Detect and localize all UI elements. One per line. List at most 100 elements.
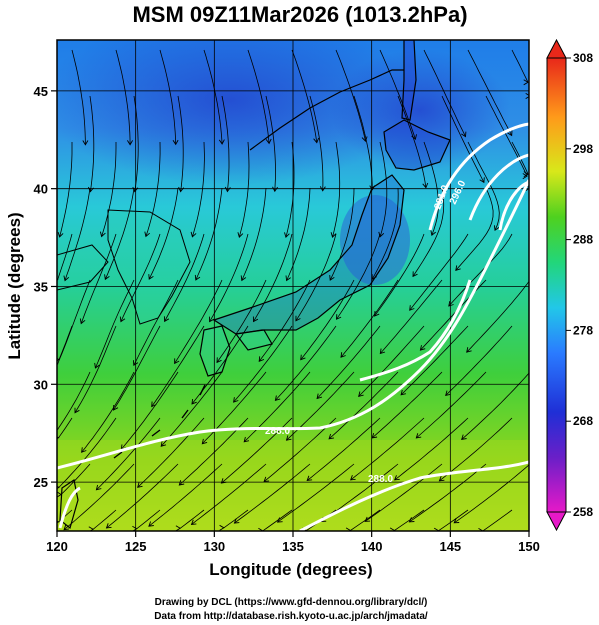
streamline <box>453 464 529 524</box>
streamline-arrowhead <box>252 316 259 323</box>
streamline <box>64 187 91 281</box>
streamline-arrowhead <box>300 354 306 361</box>
streamline <box>394 509 425 531</box>
streamline-arrowhead <box>507 130 513 137</box>
streamline <box>416 371 487 439</box>
streamline-arrowhead <box>371 432 378 439</box>
streamline <box>241 187 267 281</box>
streamline <box>159 49 177 145</box>
y-tick-label: 40 <box>34 182 48 197</box>
streamline-arrowhead <box>237 232 244 238</box>
streamline <box>358 325 425 397</box>
streamline-arrowhead <box>479 177 485 184</box>
streamline-arrowhead <box>172 139 179 146</box>
streamline-arrowhead <box>174 358 180 365</box>
y-tick-label: 45 <box>34 84 48 99</box>
streamline <box>423 141 439 236</box>
streamline <box>329 187 355 281</box>
streamline <box>92 509 117 530</box>
streamline-arrowhead <box>95 484 102 491</box>
streamline-arrowhead <box>113 404 119 411</box>
streamline <box>202 371 267 444</box>
streamline <box>423 49 466 137</box>
streamline <box>461 372 529 440</box>
streamline <box>120 371 179 450</box>
streamline-arrowhead <box>453 518 460 524</box>
x-tick-label: 130 <box>203 539 225 554</box>
contour-label: 288.0 <box>368 474 393 485</box>
x-tick-label: 125 <box>125 539 147 554</box>
streamline <box>374 233 425 317</box>
map-title: MSM 09Z11Mar2026 (1013.2hPa) <box>132 2 467 27</box>
colorbar-tick-label: 308 <box>573 51 593 65</box>
streamline-arrowhead <box>374 310 380 317</box>
streamline-arrowhead <box>119 316 126 323</box>
y-tick-label: 25 <box>34 475 48 490</box>
streamline-arrowhead <box>175 525 182 531</box>
streamline-arrowhead <box>438 475 445 482</box>
streamline <box>258 279 311 362</box>
sakhalin-island <box>401 40 417 121</box>
streamline-arrowhead <box>461 131 467 138</box>
streamline-arrowhead <box>316 393 323 400</box>
streamline <box>379 49 416 140</box>
streamline-arrowhead <box>144 231 150 238</box>
streamline <box>328 371 399 440</box>
streamline <box>379 279 443 354</box>
streamline <box>253 233 293 322</box>
streamline-arrowhead <box>371 274 377 280</box>
streamline-arrowhead <box>285 275 291 282</box>
streamline <box>234 463 311 524</box>
streamline <box>233 325 293 403</box>
streamline <box>316 325 381 399</box>
streamline <box>113 325 161 411</box>
streamline <box>120 233 161 322</box>
streamline-arrowhead <box>57 520 60 524</box>
streamline-arrowhead <box>63 275 70 282</box>
streamline <box>409 233 469 311</box>
x-tick-label: 145 <box>439 539 461 554</box>
streamline-arrowhead <box>151 401 157 408</box>
streamline <box>439 417 513 482</box>
x-axis-ticks: 120 125 130 135 140 145 150 <box>46 531 540 554</box>
streamline-arrowhead <box>350 475 356 481</box>
streamline <box>57 371 91 430</box>
streamline <box>306 417 381 481</box>
colorbar-tick-label: 298 <box>573 142 593 156</box>
streamline <box>409 463 487 523</box>
honshu-island <box>212 174 405 335</box>
streamline-arrowhead <box>319 186 326 192</box>
y-axis-label: Latitude (degrees) <box>5 212 24 359</box>
credit-data: Data from http://database.rish.kyoto-u.a… <box>154 611 428 622</box>
streamline-arrowhead <box>219 524 225 531</box>
streamline-arrowhead <box>218 139 225 145</box>
streamline <box>335 49 366 142</box>
streamline-arrowhead <box>379 348 386 355</box>
credit-drawing: Drawing by DCL (https://www.gfd-dennou.o… <box>155 597 428 608</box>
streamline <box>148 187 179 280</box>
y-tick-label: 35 <box>34 279 48 294</box>
colorbar-upper-arrow <box>546 38 567 59</box>
streamline-arrowhead <box>160 441 167 447</box>
streamline <box>58 325 73 360</box>
streamline <box>364 463 443 522</box>
streamline <box>195 187 223 281</box>
streamline <box>309 95 324 191</box>
streamline <box>438 509 469 531</box>
streamline-arrowhead <box>461 434 467 440</box>
streamline <box>400 325 469 396</box>
streamline <box>340 279 399 358</box>
streamline <box>179 509 205 529</box>
streamline <box>262 509 293 531</box>
streamline <box>332 141 341 238</box>
streamline <box>485 95 528 177</box>
streamline-arrowhead <box>224 186 231 193</box>
streamline-arrowhead <box>57 436 60 440</box>
streamline <box>263 417 337 482</box>
colorbar-tick-label: 258 <box>573 505 593 519</box>
contour-line <box>428 122 529 231</box>
streamline <box>57 279 91 365</box>
streamline-arrowhead <box>412 271 418 278</box>
streamline-arrowhead <box>369 185 376 191</box>
streamline <box>115 49 131 145</box>
